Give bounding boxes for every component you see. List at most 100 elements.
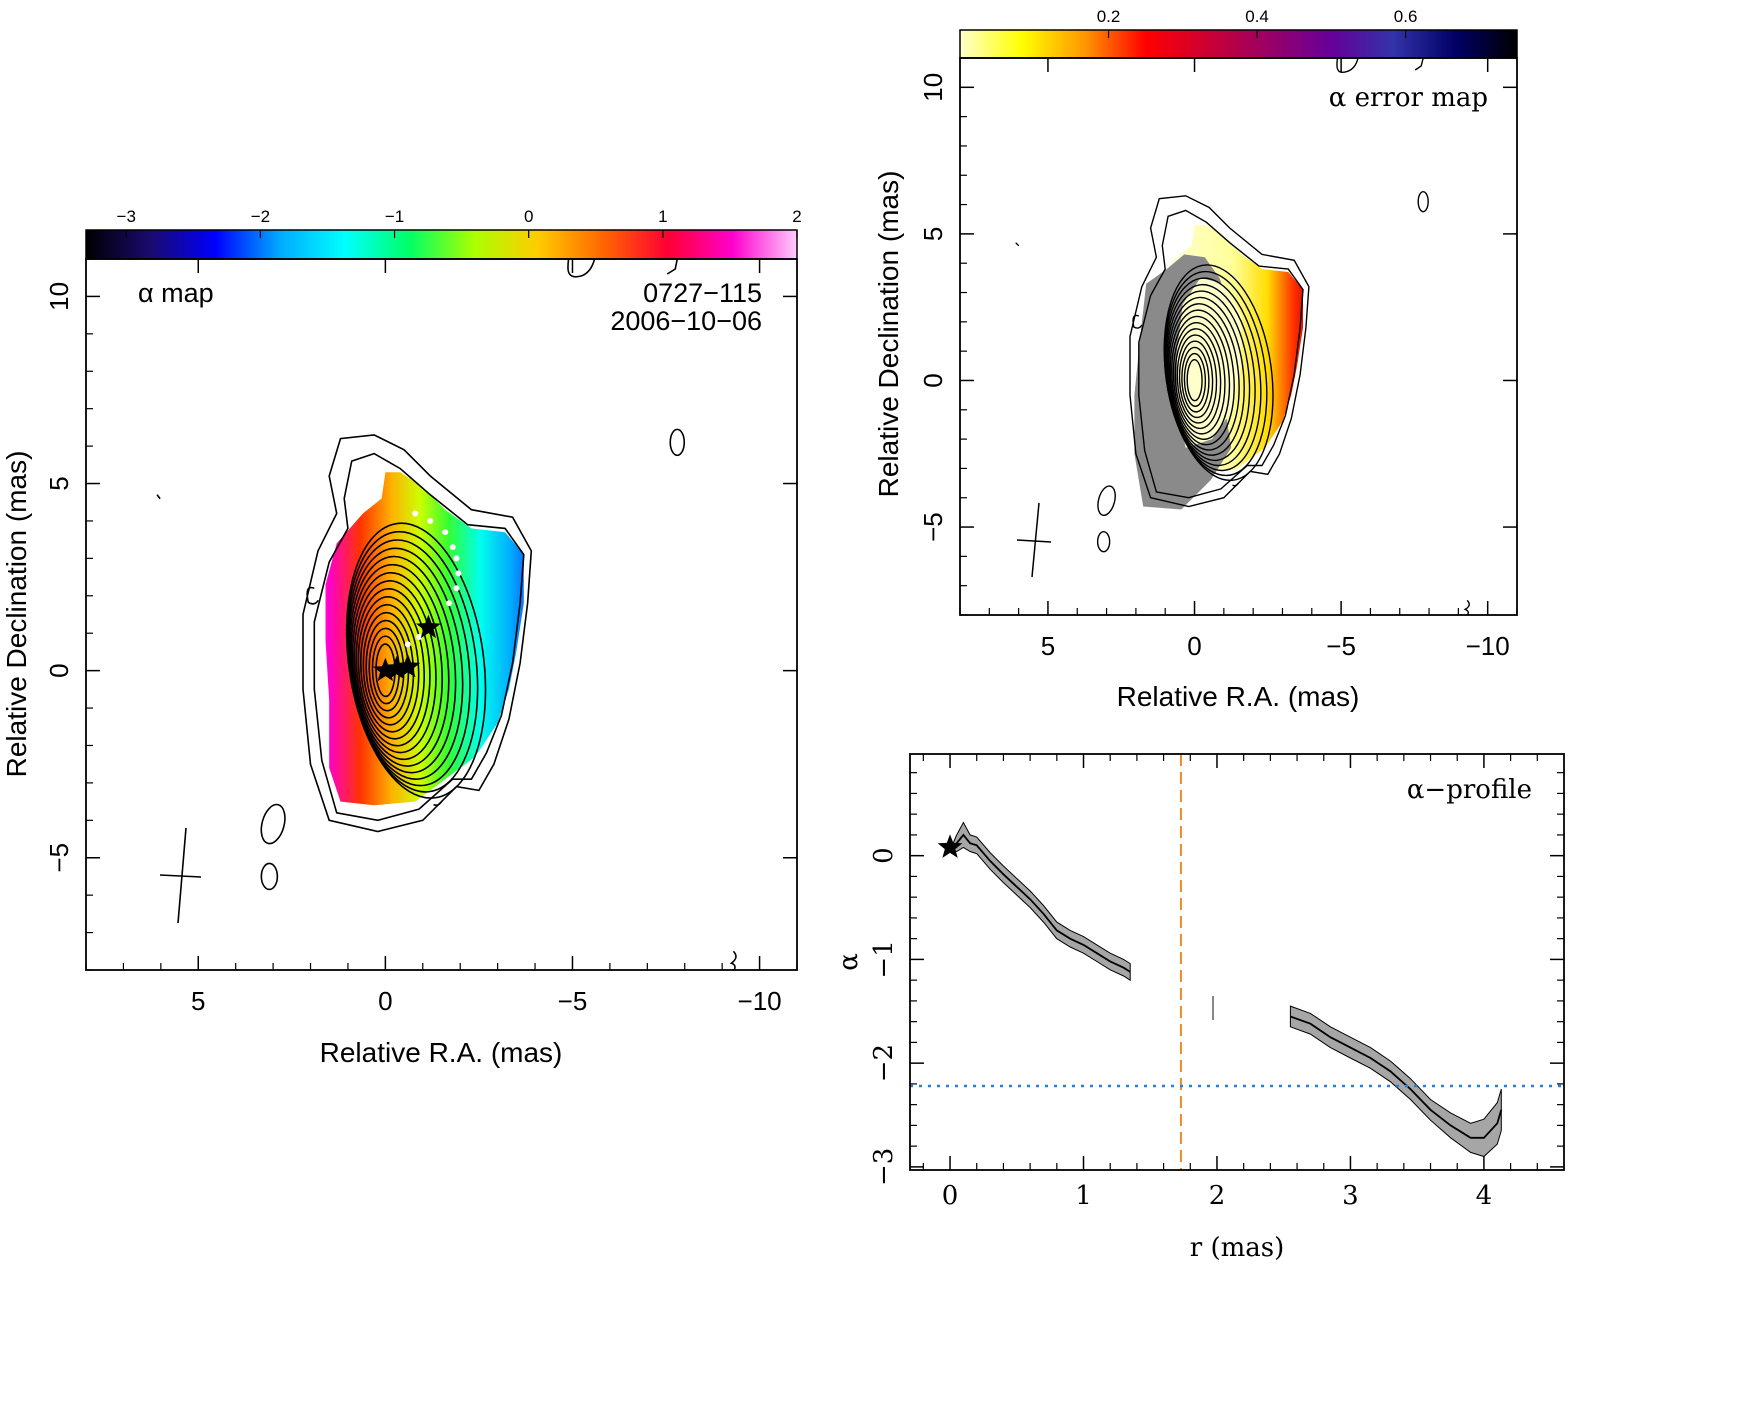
alpha-map-contour bbox=[345, 522, 487, 799]
alpha-error-map-contour bbox=[1168, 303, 1240, 451]
alpha-map-ridge-point bbox=[449, 544, 456, 551]
alpha-map-xtick-label: −10 bbox=[738, 986, 782, 1016]
alpha-map-cb-tick-label: 2 bbox=[792, 207, 801, 226]
alpha-error-map-contours bbox=[1129, 195, 1310, 508]
alpha-profile-xtick-label: 3 bbox=[1342, 1181, 1359, 1211]
alpha-error-map-xlabel: Relative R.A. (mas) bbox=[1117, 681, 1360, 712]
alpha-profile-ytick-label: −3 bbox=[869, 1148, 899, 1186]
alpha-error-map-ytick-label: 0 bbox=[918, 373, 948, 387]
alpha-error-map-cb-tick-label: 0.6 bbox=[1394, 7, 1418, 26]
alpha-map-ridge-point bbox=[427, 517, 434, 524]
alpha-error-map-ytick-label: 10 bbox=[918, 73, 948, 102]
alpha-map-axes: 5 0 −5 −10 −5 0 5 10 bbox=[44, 258, 798, 1016]
alpha-map-ridge-point bbox=[453, 585, 460, 592]
alpha-error-map-noise-contour bbox=[1232, 482, 1240, 487]
alpha-error-map-contour bbox=[1181, 346, 1210, 413]
alpha-map-ridge-point bbox=[416, 633, 423, 640]
alpha-map-core-star bbox=[373, 657, 398, 682]
alpha-error-map-axes: 5 0 −5 −10 −5 0 5 10 bbox=[918, 57, 1518, 661]
alpha-error-map-cb-tick-label: 0.4 bbox=[1245, 7, 1269, 26]
alpha-error-map-noise-contour bbox=[1132, 314, 1143, 329]
alpha-error-map-xtick-label: −10 bbox=[1466, 631, 1510, 661]
alpha-error-map-outer-contour bbox=[1138, 209, 1304, 499]
alpha-map-cb-tick-label: −3 bbox=[117, 207, 136, 226]
alpha-error-map-beam-cross bbox=[1016, 502, 1052, 578]
alpha-map-title: α map bbox=[138, 278, 214, 308]
alpha-error-map-noise-contour bbox=[1096, 531, 1111, 553]
alpha-error-map-ytick-label: 5 bbox=[918, 227, 948, 241]
alpha-map-beam-cross bbox=[159, 827, 202, 924]
alpha-profile-series bbox=[949, 833, 1503, 1139]
alpha-error-map-contour bbox=[1163, 264, 1274, 482]
alpha-map-ridge-point bbox=[453, 555, 460, 562]
alpha-profile-xtick-label: 0 bbox=[942, 1181, 959, 1211]
alpha-map-source-label: 0727−115 bbox=[643, 278, 762, 308]
alpha-map-outer-contour bbox=[313, 452, 525, 822]
alpha-map-xtick-label: 0 bbox=[378, 986, 392, 1016]
alpha-map-noise-contour bbox=[669, 428, 686, 457]
alpha-error-map-panel: 0.2 0.4 0.6 5 0 −5 −10 −5 0 5 10 α error map Rela… bbox=[873, 7, 1518, 712]
alpha-error-map-noise-contour bbox=[1417, 190, 1429, 213]
alpha-profile-ytick-label: −2 bbox=[869, 1044, 899, 1082]
alpha-map-colorbar-ticks: −3 −2 −1 0 1 2 bbox=[117, 207, 802, 238]
alpha-error-map-noise-contour bbox=[1336, 58, 1359, 74]
alpha-map-noise-contour bbox=[567, 259, 596, 278]
alpha-map-ridge-point bbox=[455, 570, 462, 577]
alpha-map-xtick-label: −5 bbox=[558, 986, 588, 1016]
alpha-error-map-contour bbox=[1178, 340, 1214, 419]
alpha-profile-line bbox=[1290, 1015, 1503, 1139]
alpha-map-colorbar bbox=[85, 229, 798, 260]
alpha-map-contour bbox=[355, 588, 431, 747]
alpha-map-noise-contour bbox=[156, 494, 161, 500]
alpha-map-core-star bbox=[384, 655, 409, 680]
alpha-error-map-noise-contour bbox=[1015, 242, 1020, 247]
alpha-map-xtick-label: 5 bbox=[191, 986, 205, 1016]
alpha-profile-xtick-label: 4 bbox=[1476, 1181, 1493, 1211]
alpha-map-core-star bbox=[416, 614, 441, 639]
alpha-map-ridge-point bbox=[445, 600, 452, 607]
alpha-map-ylabel: Relative Declination (mas) bbox=[1, 451, 32, 778]
alpha-error-map-outer-contour bbox=[1129, 195, 1310, 508]
alpha-error-map-contour bbox=[1172, 321, 1226, 435]
alpha-error-map-xtick-label: 0 bbox=[1187, 631, 1201, 661]
alpha-error-map-contour bbox=[1169, 309, 1235, 446]
alpha-profile-title: α−profile bbox=[1407, 775, 1532, 805]
alpha-error-map-xtick-label: −5 bbox=[1326, 631, 1356, 661]
alpha-map-cb-tick-label: −2 bbox=[251, 207, 270, 226]
alpha-profile-core-marker bbox=[937, 834, 963, 858]
alpha-map-ridge-line bbox=[404, 510, 462, 648]
alpha-map-contours bbox=[302, 434, 533, 833]
alpha-error-map-title: α error map bbox=[1329, 83, 1488, 113]
alpha-profile-band bbox=[1289, 1005, 1502, 1158]
alpha-error-map-contour bbox=[1171, 315, 1231, 440]
alpha-profile-line bbox=[949, 833, 1131, 973]
alpha-map-contour bbox=[357, 596, 425, 740]
alpha-profile-frame bbox=[909, 753, 1565, 1171]
alpha-map-noise-contour bbox=[260, 862, 279, 891]
alpha-map-outer-contour bbox=[302, 434, 533, 833]
alpha-error-map-colorbar bbox=[959, 29, 1518, 59]
alpha-map-contour bbox=[360, 603, 420, 733]
alpha-map-noise-contours bbox=[156, 259, 737, 970]
alpha-error-map-contour bbox=[1176, 334, 1218, 424]
alpha-map-noise-contour bbox=[260, 803, 286, 845]
alpha-profile-ytick-label: 0 bbox=[869, 847, 899, 864]
alpha-map-ytick-label: 5 bbox=[44, 476, 74, 490]
alpha-profile-xlabel: r (mas) bbox=[1190, 1233, 1284, 1263]
alpha-error-map-noise-contours bbox=[1015, 58, 1470, 615]
alpha-profile-error-bands bbox=[949, 821, 1502, 1158]
alpha-profile-ytick-label: −1 bbox=[869, 940, 899, 978]
alpha-map-core-star bbox=[395, 653, 421, 678]
alpha-map-contour bbox=[351, 571, 444, 761]
alpha-profile-star bbox=[937, 834, 963, 858]
alpha-map-cb-tick-label: −1 bbox=[385, 207, 404, 226]
alpha-map-noise-contour bbox=[666, 259, 679, 275]
alpha-map-contour bbox=[353, 580, 437, 754]
alpha-error-map-contour bbox=[1174, 328, 1222, 430]
alpha-error-map-contour bbox=[1167, 296, 1245, 456]
alpha-error-map-ytick-label: −5 bbox=[918, 512, 948, 542]
alpha-error-map-cb-tick-label: 0.2 bbox=[1097, 7, 1121, 26]
alpha-profile-ylabel: α bbox=[834, 953, 864, 971]
alpha-map-contour bbox=[350, 563, 450, 767]
